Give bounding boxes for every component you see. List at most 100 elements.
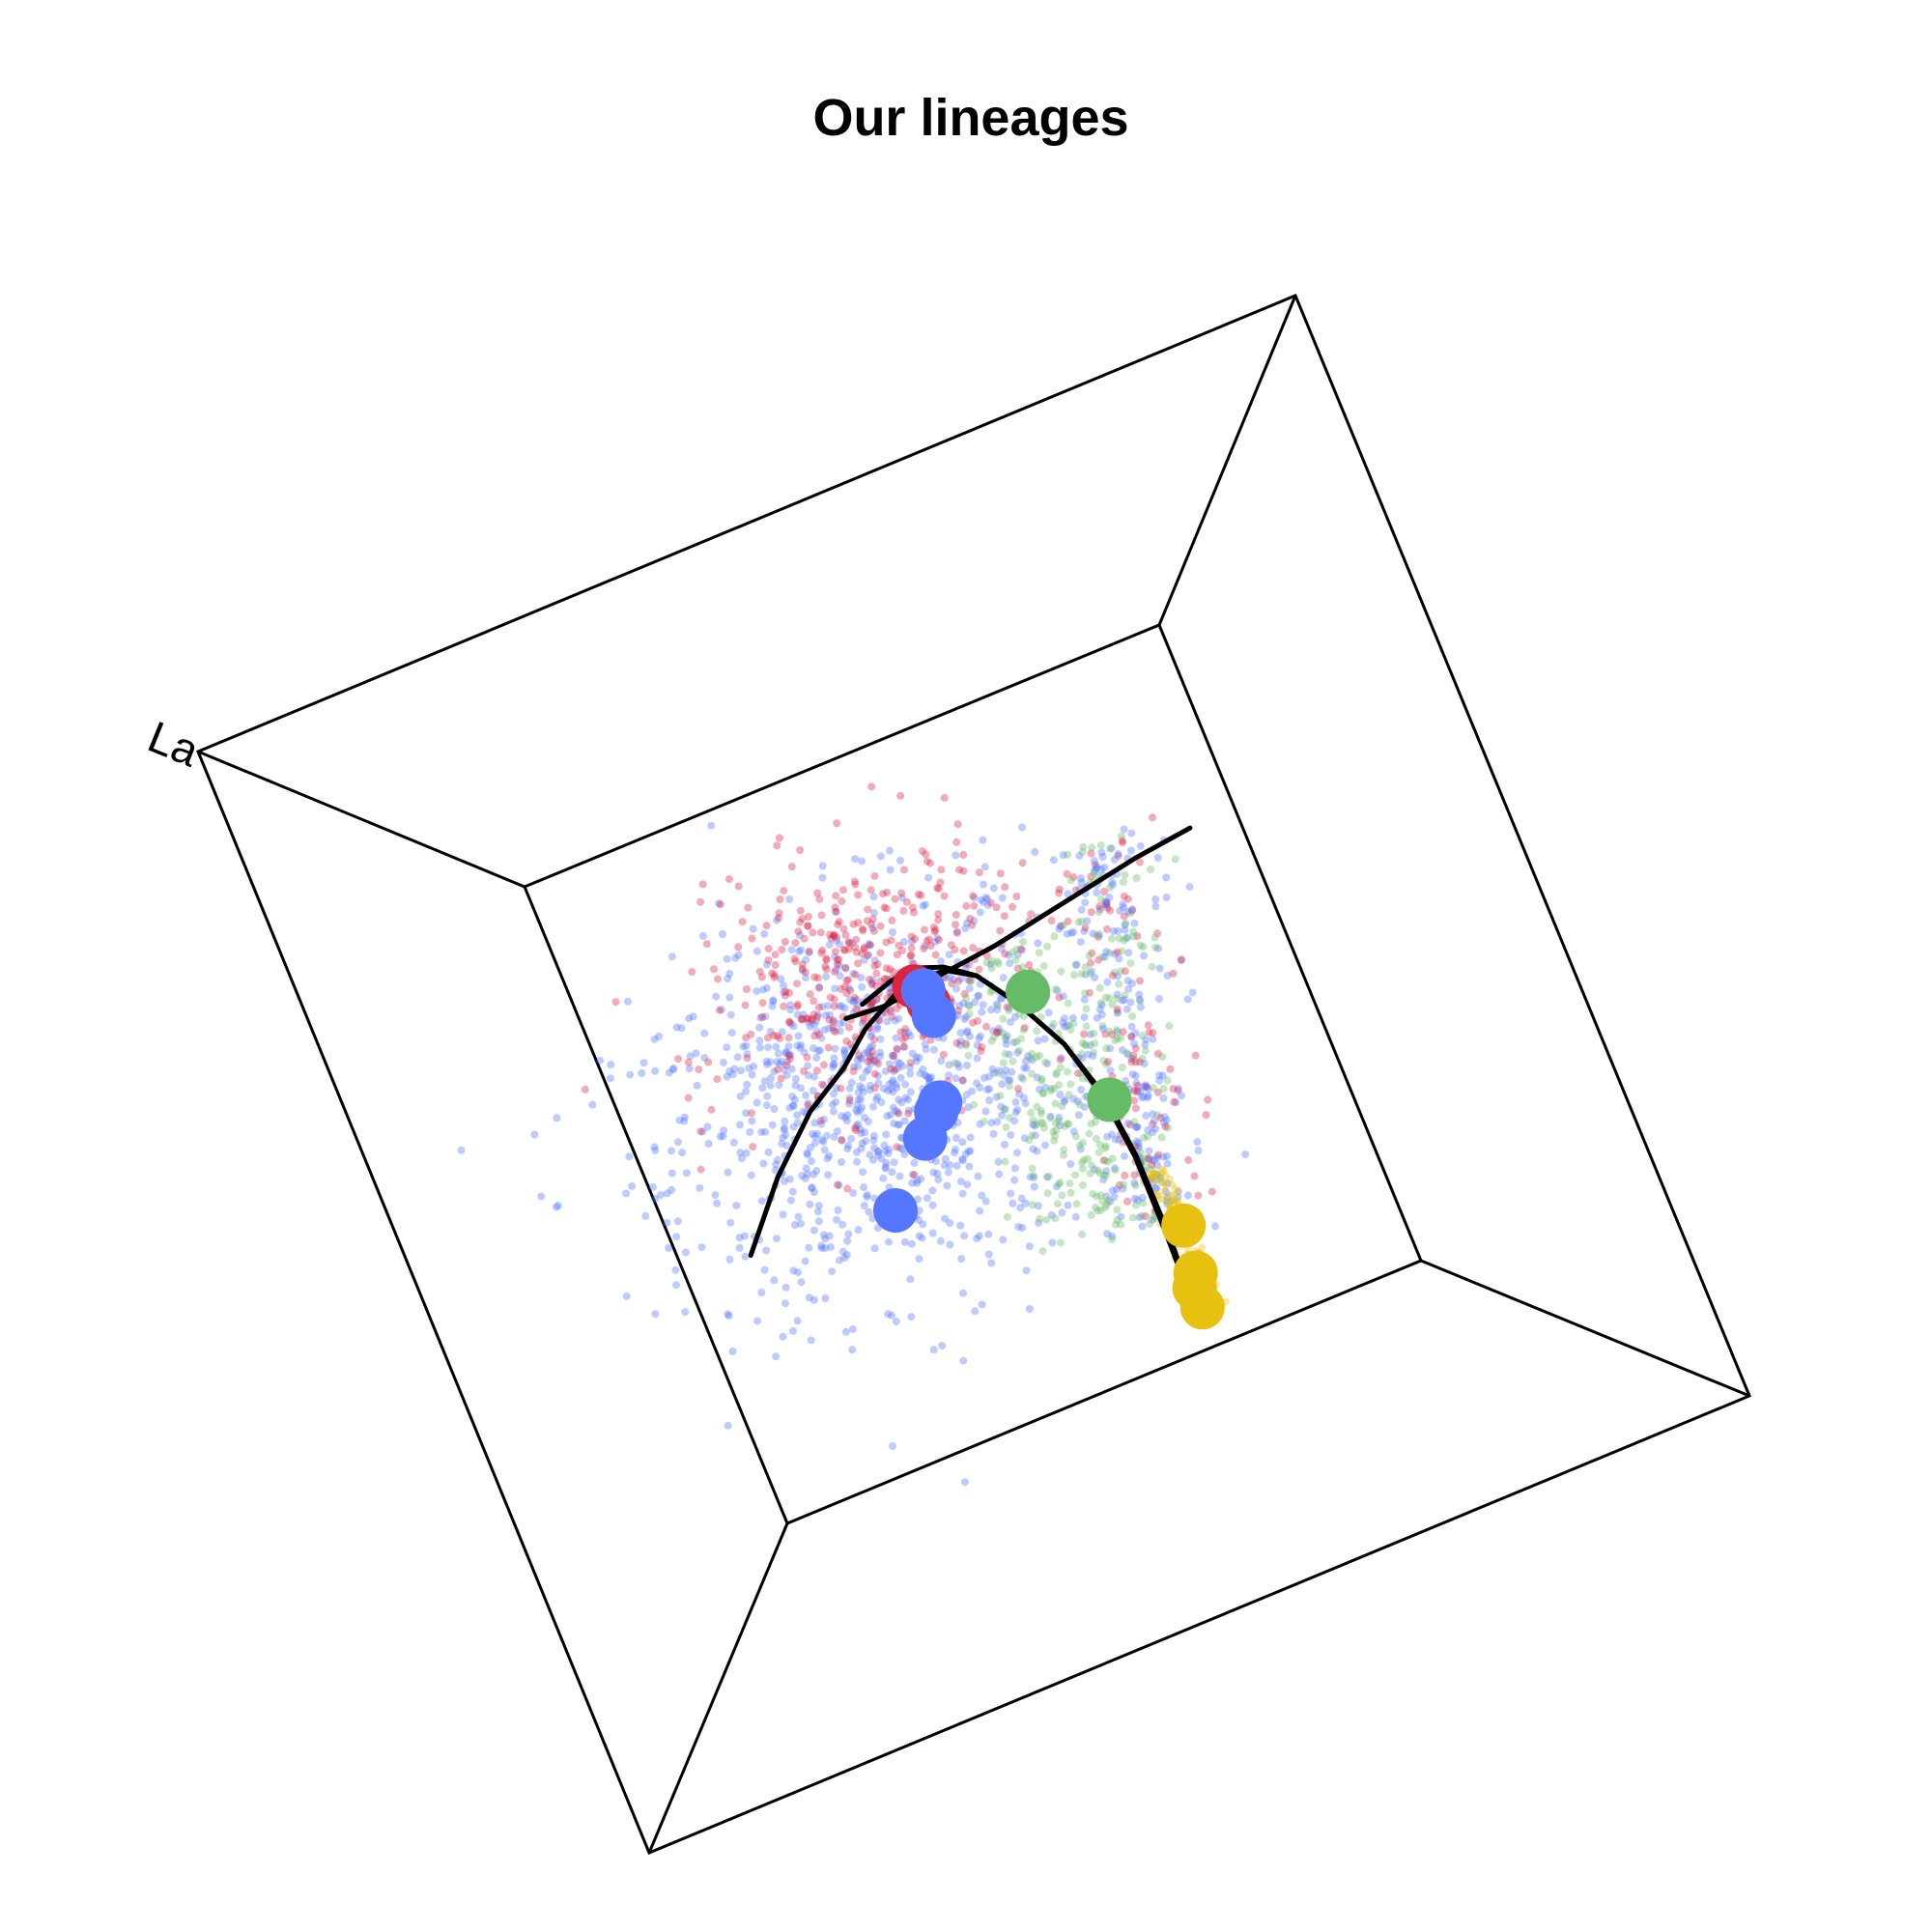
cell-point (835, 961, 843, 970)
cell-point (983, 901, 992, 910)
cell-point (1061, 1022, 1068, 1031)
cell-point (990, 1033, 999, 1041)
cell-point (987, 1006, 995, 1014)
perspective-box (196, 294, 1751, 1855)
cell-point (1119, 1184, 1127, 1193)
cell-point (980, 1073, 988, 1082)
cell-point (994, 1068, 1002, 1077)
cell-point (1029, 1145, 1037, 1153)
cell-point (1085, 1129, 1094, 1138)
cell-point (867, 1000, 876, 1009)
cell-point (913, 1177, 922, 1185)
cell-point (793, 1111, 802, 1120)
cell-point (896, 1073, 905, 1082)
cell-point (979, 1001, 987, 1009)
cell-point (1185, 882, 1194, 891)
cell-point (951, 1059, 959, 1067)
cell-point (908, 937, 916, 946)
cell-point (954, 1007, 963, 1015)
cell-point (791, 1074, 800, 1083)
cell-point (1051, 1119, 1060, 1127)
cell-point (1140, 952, 1149, 960)
cell-point (1011, 1012, 1019, 1021)
cell-point (1122, 1049, 1131, 1058)
cell-point (817, 1034, 826, 1042)
cell-point (995, 1170, 1004, 1179)
cell-point (860, 945, 868, 953)
cell-point (831, 1028, 839, 1037)
cell-point (906, 1069, 915, 1078)
cell-point (1101, 1156, 1110, 1165)
cell-point (554, 1202, 562, 1209)
cell-point (773, 916, 781, 924)
cell-point (1055, 1117, 1064, 1125)
cell-point (711, 1191, 720, 1200)
cell-point (1127, 1055, 1136, 1063)
cell-point (1113, 1008, 1122, 1016)
cell-point (1087, 958, 1094, 967)
cell-point (1010, 1164, 1019, 1173)
cell-point (898, 946, 906, 954)
cell-point (1038, 1120, 1047, 1128)
cell-point (975, 1034, 983, 1042)
cell-point (1036, 1214, 1044, 1223)
cell-point (989, 884, 998, 893)
cell-point (1090, 857, 1098, 865)
cell-point (795, 948, 804, 956)
cell-point (966, 1032, 974, 1040)
cell-point (788, 1101, 797, 1110)
cell-point (771, 951, 780, 959)
cell-point (1108, 1232, 1117, 1240)
cell-point (830, 995, 838, 1004)
cell-point (1102, 1044, 1111, 1053)
cell-point (746, 1127, 754, 1136)
cell-point (607, 1061, 615, 1069)
cell-point (1002, 1065, 1010, 1074)
cell-point (1002, 1123, 1010, 1132)
cell-point (830, 1090, 838, 1098)
cell-point (976, 1032, 984, 1040)
cell-point (735, 1234, 744, 1242)
cell-point (1149, 1128, 1156, 1137)
cell-point (1051, 985, 1060, 993)
cell-point (696, 897, 705, 906)
cell-point (889, 967, 897, 976)
cell-point (946, 973, 954, 981)
cell-point (897, 889, 906, 897)
cell-point (809, 1129, 816, 1138)
cell-point (946, 1219, 954, 1227)
cell-point (755, 1023, 764, 1032)
cell-point (819, 1231, 828, 1239)
cell-point (1194, 1191, 1203, 1200)
cell-point (1094, 908, 1103, 916)
cell-point (675, 1116, 684, 1124)
cell-point (1161, 1171, 1170, 1179)
cell-point (810, 1010, 818, 1019)
cell-point (1068, 1013, 1077, 1022)
cell-point (771, 961, 780, 969)
cell-point (895, 1172, 904, 1180)
cell-point (1028, 1131, 1037, 1140)
cell-point (890, 1067, 898, 1075)
cell-point (696, 1165, 705, 1174)
cell-point (870, 1144, 879, 1152)
cell-point (893, 1143, 901, 1151)
cell-point (780, 887, 788, 895)
cell-point (830, 931, 838, 940)
cell-point (817, 1244, 826, 1253)
cell-point (1010, 1176, 1019, 1184)
cell-point (1052, 1070, 1060, 1079)
cell-point (748, 934, 756, 943)
cell-point (819, 1115, 828, 1123)
cell-point (1077, 1086, 1086, 1094)
cell-point (776, 895, 784, 903)
cell-point (782, 1061, 791, 1069)
cell-point (1102, 1167, 1111, 1176)
cell-point (898, 1062, 907, 1070)
cell-point (924, 873, 932, 882)
cell-point (865, 951, 872, 959)
cell-point (1110, 968, 1119, 977)
cell-point (1056, 1056, 1065, 1064)
cell-point (825, 1151, 834, 1160)
